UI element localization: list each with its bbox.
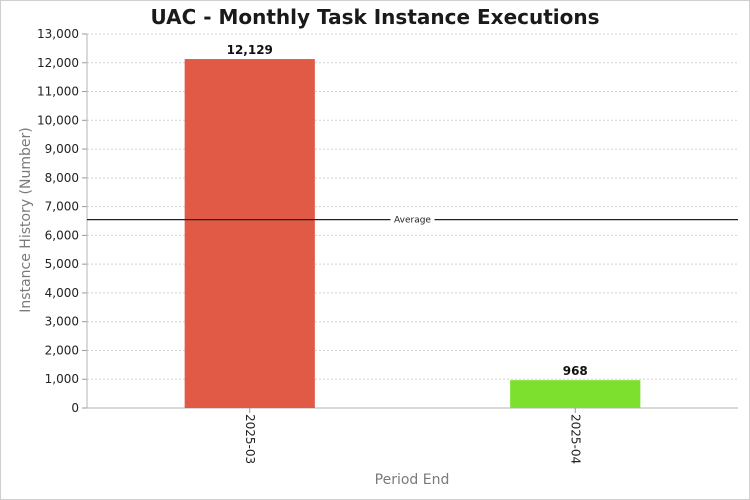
y-tick-label: 1,000 [45, 372, 79, 386]
average-label: Average [394, 216, 431, 226]
bars [184, 59, 641, 409]
x-tick-label: 2025-03 [243, 414, 257, 464]
data-labels: 12,129 968 [227, 43, 588, 378]
y-tick-label: 2,000 [45, 343, 79, 357]
y-axis-title: Instance History (Number) [18, 127, 34, 312]
y-tick-label: 3,000 [45, 315, 79, 329]
y-tick-label: 7,000 [45, 200, 79, 214]
average-label-bg [390, 214, 435, 225]
y-tick-label: 9,000 [45, 142, 79, 156]
y-tick-label: 11,000 [37, 85, 79, 99]
data-label-2025-04: 968 [563, 364, 588, 378]
y-tick-label: 13,000 [37, 27, 79, 41]
bar-2025-04 [510, 380, 641, 408]
bar-2025-03 [184, 59, 315, 409]
average-line-group: Average [87, 214, 738, 226]
y-tick-label: 4,000 [45, 286, 79, 300]
y-tick-label: 5,000 [45, 257, 79, 271]
y-tick-label: 8,000 [45, 171, 79, 185]
y-tick-label: 6,000 [45, 228, 79, 242]
chart-title: UAC - Monthly Task Instance Executions [150, 5, 600, 29]
x-axis-title: Period End [375, 472, 450, 488]
y-tick-label: 10,000 [37, 113, 79, 127]
y-tick-label: 0 [71, 401, 79, 415]
y-tick-label: 12,000 [37, 56, 79, 70]
y-tick-labels: 0 1,000 2,000 3,000 4,000 5,000 6,000 7,000 8,00… [37, 27, 79, 415]
data-label-2025-03: 12,129 [227, 43, 273, 57]
x-tick-label: 2025-04 [568, 414, 582, 464]
x-tick-labels: 2025-03 2025-04 [243, 414, 583, 464]
